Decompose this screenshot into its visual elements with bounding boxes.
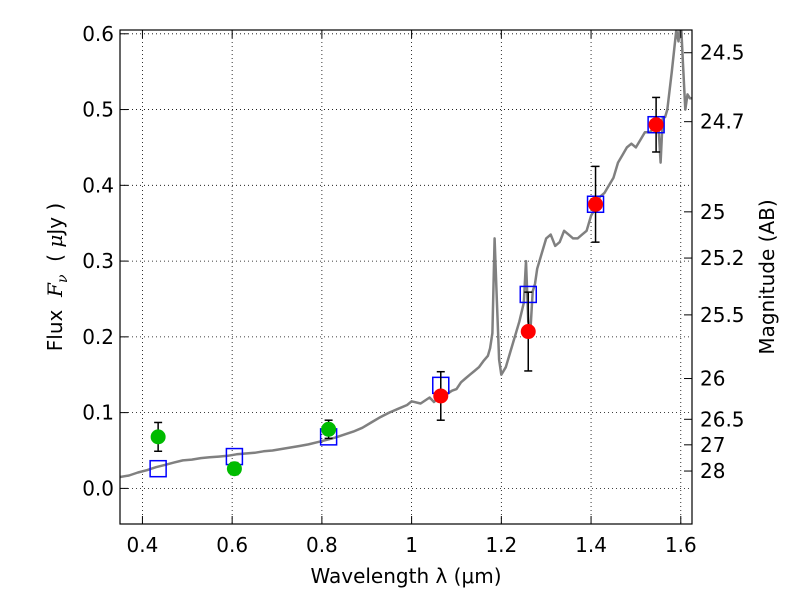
photometry-point: [648, 117, 664, 133]
x-tick-label: 0.8: [306, 533, 338, 557]
plot-background: [120, 30, 692, 524]
y-tick-label: 0.6: [82, 22, 114, 46]
x-tick-label: 0.6: [216, 533, 248, 557]
plot-frame: [119, 29, 693, 525]
photometry-point: [321, 421, 337, 437]
y-axis-title-right: Magnitude (AB): [755, 199, 779, 354]
y-title-mid: (: [43, 248, 67, 275]
y-tick-label: 0.1: [82, 401, 114, 425]
mag-tick-label: 26: [700, 367, 725, 391]
y-title-mu: μ: [43, 235, 67, 248]
mag-tick-label: 24.5: [700, 41, 745, 65]
photometry-point: [226, 461, 242, 477]
y-title-prefix: Flux: [43, 297, 67, 351]
y-tick-label: 0.3: [82, 249, 114, 273]
x-tick-label: 1.2: [485, 533, 517, 557]
y-title-subscript: ν: [55, 274, 71, 283]
photometry-point: [433, 388, 449, 404]
photometry-point: [520, 324, 536, 340]
photometry-point: [150, 429, 166, 445]
y-title-unit: Jy ): [43, 203, 67, 237]
mag-tick-label: 26.5: [700, 407, 745, 431]
data-markers: [149, 96, 665, 478]
mag-tick-label: 28: [700, 459, 725, 483]
x-tick-label: 0.4: [127, 533, 159, 557]
photometry-point: [588, 196, 604, 212]
mag-tick-label: 27: [700, 433, 725, 457]
mag-tick-label: 25: [700, 200, 725, 224]
spectrum-line: [120, 30, 692, 479]
y-tick-label: 0.4: [82, 173, 114, 197]
x-tick-label: 1: [405, 533, 418, 557]
x-axis-title: Wavelength λ (μm): [310, 564, 501, 588]
y-title-math: F: [43, 282, 67, 298]
y-tick-label: 0.0: [82, 476, 114, 500]
mag-tick-label: 25.5: [700, 303, 745, 327]
x-tick-label: 1.4: [575, 533, 607, 557]
grid-lines: [120, 30, 692, 524]
axis-ticks: [120, 30, 692, 524]
x-tick-label: 1.6: [665, 533, 697, 557]
tick-labels: 0.4 0.6 0.8 1 1.2 1.4 1.6 0.0 0.1 0.2 0.3 0.4 0.5 0.6…: [82, 22, 744, 557]
y-axis-title-left: Flux Fν ( μJy ): [43, 203, 71, 351]
plot-area: [120, 30, 692, 479]
mag-tick-label: 24.7: [700, 110, 745, 134]
model-square-marker: [149, 459, 167, 478]
y-tick-label: 0.2: [82, 325, 114, 349]
y-tick-label: 0.5: [82, 98, 114, 122]
mag-tick-label: 25.2: [700, 246, 745, 270]
